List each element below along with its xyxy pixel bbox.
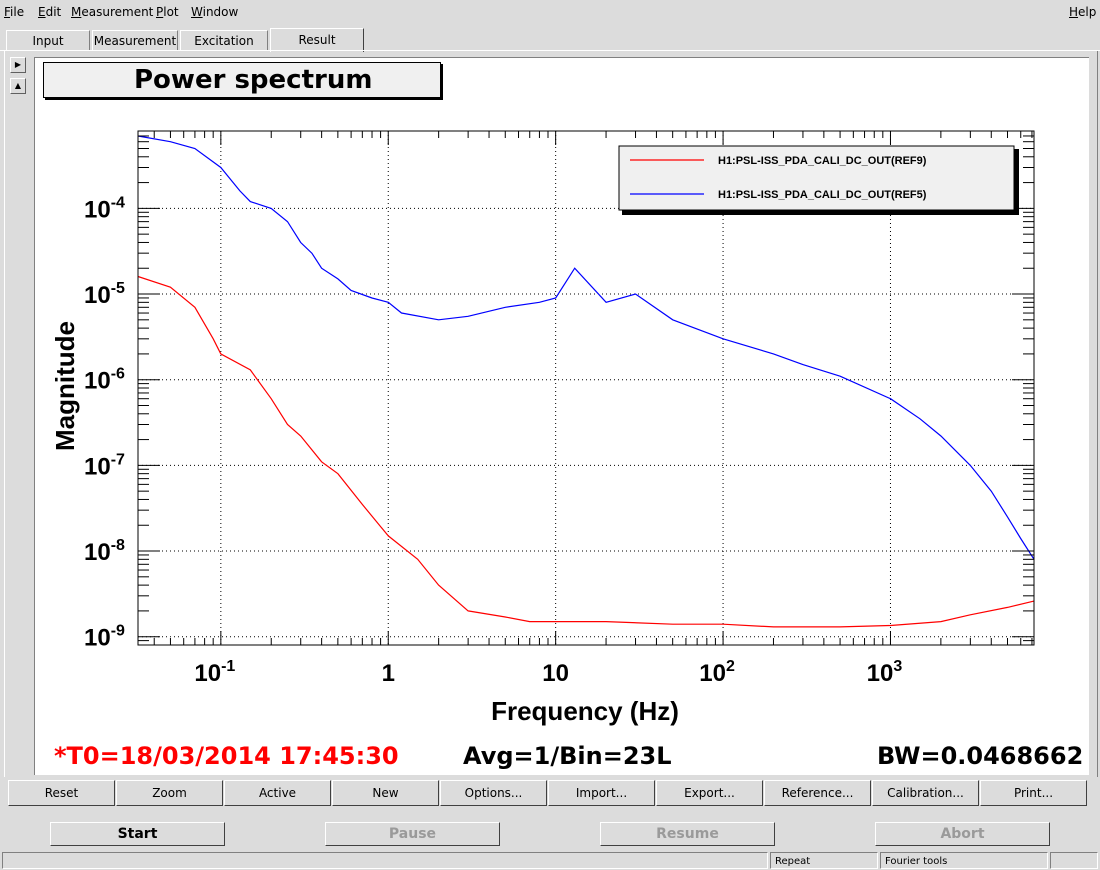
status-extra (1050, 852, 1098, 869)
tab-input[interactable]: Input (6, 30, 90, 50)
status-fourier-tools: Fourier tools (880, 852, 1048, 869)
y-tick-label: 10-6 (84, 366, 125, 395)
y-tick-label: 10-4 (84, 194, 125, 223)
start-button[interactable]: Start (50, 822, 225, 846)
tab-excitation[interactable]: Excitation (180, 30, 268, 50)
legend-label: H1:PSL-ISS_PDA_CALI_DC_OUT(REF9) (718, 155, 927, 167)
options-button[interactable]: Options... (440, 780, 547, 806)
x-axis-label: Frequency (Hz) (491, 696, 679, 726)
y-axis-label: Magnitude (50, 321, 80, 451)
menu-edit[interactable]: Edit (38, 5, 62, 19)
legend-box (618, 145, 1015, 211)
menu-plot[interactable]: Plot (156, 5, 179, 19)
series-line-ref5 (137, 135, 1035, 560)
x-tick-label: 103 (867, 658, 903, 687)
new-button[interactable]: New (332, 780, 439, 806)
y-tick-label: 10-7 (84, 451, 125, 480)
import-button[interactable]: Import... (548, 780, 655, 806)
legend-label: H1:PSL-ISS_PDA_CALI_DC_OUT(REF5) (718, 189, 927, 201)
y-tick-label: 10-5 (84, 280, 125, 309)
zoom-button[interactable]: Zoom (116, 780, 223, 806)
series-line-ref9 (137, 275, 1035, 628)
menu-bar (0, 0, 1100, 26)
resume-button[interactable]: Resume (600, 822, 775, 846)
plot-title: Power spectrum (43, 62, 441, 98)
active-button[interactable]: Active (224, 780, 331, 806)
tab-divider (0, 50, 1100, 51)
pause-button[interactable]: Pause (325, 822, 500, 846)
y-tick-label: 10-9 (84, 623, 125, 652)
bandwidth-readout: BW=0.0468662 (877, 742, 1084, 770)
avg-bin-readout: Avg=1/Bin=23L (463, 742, 672, 770)
status-message (2, 852, 768, 869)
tab-result[interactable]: Result (270, 28, 364, 52)
y-tick-label: 10-8 (84, 537, 125, 566)
menu-help[interactable]: Help (1069, 5, 1097, 19)
x-tick-label: 10-1 (194, 658, 235, 687)
menu-file[interactable]: File (4, 5, 25, 19)
t0-timestamp: *T0=18/03/2014 17:45:30 (54, 742, 399, 770)
x-tick-label: 102 (699, 658, 735, 687)
scroll-up-icon[interactable]: ▲ (10, 78, 26, 94)
abort-button[interactable]: Abort (875, 822, 1050, 846)
menu-measurement[interactable]: Measurement (71, 5, 154, 19)
reference-button[interactable]: Reference... (764, 780, 871, 806)
x-tick-label: 10 (542, 660, 569, 687)
result-panel (4, 51, 1098, 777)
x-tick-label: 1 (382, 660, 395, 687)
print-button[interactable]: Print... (980, 780, 1087, 806)
calibration-button[interactable]: Calibration... (872, 780, 979, 806)
reset-button[interactable]: Reset (8, 780, 115, 806)
export-button[interactable]: Export... (656, 780, 763, 806)
status-repeat: Repeat (770, 852, 878, 869)
tab-measurement[interactable]: Measurement (92, 30, 178, 50)
menu-window[interactable]: Window (191, 5, 239, 19)
scroll-right-icon[interactable]: ▶ (10, 57, 26, 73)
